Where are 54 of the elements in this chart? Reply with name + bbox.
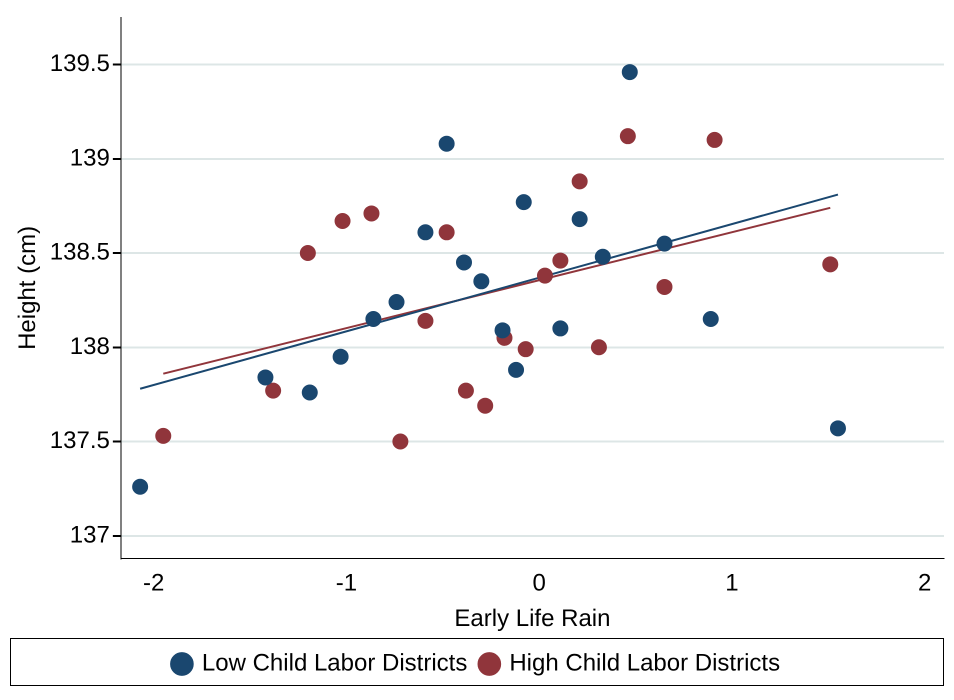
point xyxy=(656,278,672,295)
point xyxy=(332,348,349,365)
point xyxy=(656,236,672,252)
point xyxy=(594,248,611,265)
point xyxy=(438,136,455,152)
point xyxy=(620,128,636,144)
y-tick-label: 137 xyxy=(70,521,110,548)
y-tick-label: 137.5 xyxy=(50,427,110,454)
point xyxy=(572,211,588,228)
point xyxy=(265,382,282,399)
point xyxy=(516,194,532,210)
x-tick-label: 1 xyxy=(725,569,739,596)
point xyxy=(365,311,382,328)
point xyxy=(822,256,838,272)
point xyxy=(300,245,316,262)
y-tick-label: 138 xyxy=(70,332,110,360)
x-tick-label: 2 xyxy=(918,569,932,596)
x-tick-label: 0 xyxy=(532,569,546,596)
x-axis-title: Early Life Rain xyxy=(454,605,610,632)
point xyxy=(508,362,524,378)
point xyxy=(456,254,472,270)
point xyxy=(622,64,638,80)
point xyxy=(302,384,318,401)
point xyxy=(438,224,455,240)
point xyxy=(132,478,148,495)
point xyxy=(334,212,351,229)
point xyxy=(363,205,380,222)
y-tick-label: 139 xyxy=(70,144,110,172)
point xyxy=(702,311,719,328)
point xyxy=(552,252,568,269)
x-tick-label: -2 xyxy=(142,569,164,596)
point xyxy=(494,322,511,338)
point xyxy=(536,268,553,284)
point xyxy=(473,273,490,290)
point xyxy=(388,294,405,310)
point xyxy=(155,428,172,444)
point xyxy=(417,224,434,240)
legend-label: High Child Labor Districts xyxy=(509,650,780,677)
point xyxy=(257,369,274,386)
point xyxy=(417,312,434,329)
legend-label: Low Child Labor Districts xyxy=(202,650,468,677)
point xyxy=(458,382,474,399)
y-tick-label: 138.5 xyxy=(50,238,110,266)
y-tick-label: 139.5 xyxy=(50,50,110,78)
y-axis-title: Height (cm) xyxy=(14,226,42,350)
x-tick-label: -1 xyxy=(336,569,358,596)
point xyxy=(477,398,494,414)
point xyxy=(830,420,846,436)
point xyxy=(518,341,534,358)
point xyxy=(590,339,607,356)
point xyxy=(572,173,588,190)
point xyxy=(552,320,568,336)
point xyxy=(706,132,723,148)
point xyxy=(392,434,408,450)
